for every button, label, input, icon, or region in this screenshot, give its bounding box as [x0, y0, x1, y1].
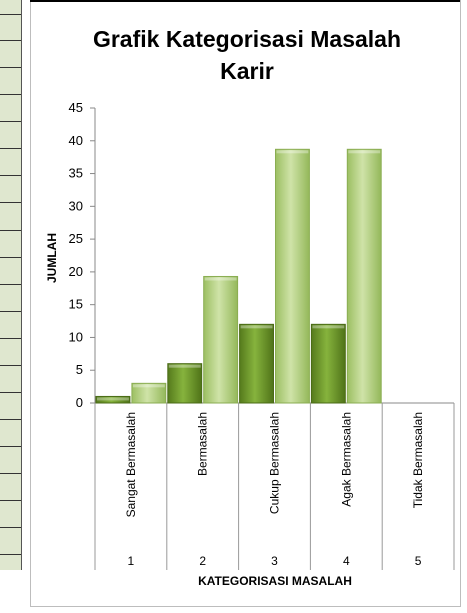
bar-highlight [312, 325, 345, 329]
bar-highlight [348, 150, 381, 154]
row-divider [0, 554, 21, 555]
x-axis-title: KATEGORISASI MASALAH [198, 574, 352, 588]
bar [131, 382, 167, 404]
row-divider [0, 202, 21, 203]
row-divider [0, 284, 21, 285]
x-category-label: Bermasalah [196, 412, 210, 476]
x-category-number: 5 [415, 554, 422, 568]
chart-area [30, 0, 461, 607]
bar [275, 148, 310, 404]
row-divider [0, 392, 21, 393]
y-tick-label: 5 [76, 362, 83, 377]
y-tick-label: 15 [69, 297, 83, 312]
row-divider [0, 94, 21, 95]
bar [346, 148, 382, 404]
row-divider [0, 175, 21, 176]
row-divider [0, 40, 21, 41]
cell-border-line [30, 0, 460, 2]
bar-highlight [97, 397, 129, 401]
row-divider [0, 473, 21, 474]
y-tick-label: 25 [69, 231, 83, 246]
y-tick-label: 35 [69, 166, 83, 181]
x-category-number: 2 [199, 554, 206, 568]
bar-highlight [276, 150, 309, 154]
y-tick-label: 0 [76, 395, 83, 410]
chart-title-line-1: Grafik Kategorisasi Masalah [93, 26, 401, 52]
bar [310, 323, 346, 404]
row-divider [0, 338, 21, 339]
bar [167, 363, 203, 404]
spreadsheet-row-strip [0, 0, 22, 570]
x-category-label: Sangat Bermasalah [124, 412, 138, 517]
bar-highlight [168, 364, 201, 368]
row-divider [0, 311, 21, 312]
row-divider [0, 446, 21, 447]
row-divider [0, 527, 21, 528]
row-divider [0, 419, 21, 420]
y-tick-label: 10 [69, 329, 83, 344]
bar-highlight [204, 277, 237, 281]
row-divider [0, 230, 21, 231]
row-divider [0, 365, 21, 366]
y-tick-label: 20 [69, 264, 83, 279]
x-category-label: Tidak Bermasalah [411, 412, 425, 508]
row-divider [0, 67, 21, 68]
row-divider [0, 121, 21, 122]
x-category-label: Cukup Bermasalah [268, 412, 282, 514]
bar-highlight [132, 384, 165, 388]
y-tick-label: 40 [69, 133, 83, 148]
x-category-number: 3 [271, 554, 278, 568]
x-category-number: 1 [128, 554, 135, 568]
row-divider [0, 148, 21, 149]
bar [203, 275, 239, 404]
bar [95, 395, 131, 404]
x-category-number: 4 [343, 554, 350, 568]
row-divider [0, 257, 21, 258]
y-tick-label: 45 [69, 100, 83, 115]
y-axis-title: JUMLAH [45, 233, 59, 283]
row-divider [0, 14, 21, 15]
y-tick-label: 30 [69, 198, 83, 213]
x-category-label: Agak Bermasalah [339, 412, 353, 507]
bar [239, 323, 275, 404]
row-divider [0, 500, 21, 501]
bar-highlight [240, 325, 273, 329]
chart-title-line-2: Karir [220, 58, 274, 84]
